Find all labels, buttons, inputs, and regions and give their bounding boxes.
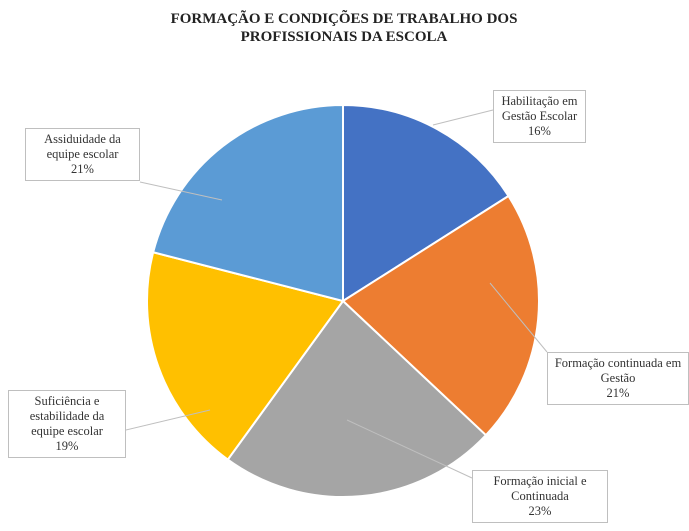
data-label: Formação inicial e Continuada 23% [472,470,608,523]
leader-line [432,109,494,126]
pie-slice [151,103,344,303]
data-label: Habilitação em Gestão Escolar 16% [493,90,586,143]
pie-slice [226,299,488,498]
value-label: 21% [71,162,94,176]
category-label: Suficiência e estabilidade da equipe esc… [29,394,105,438]
value-label: 21% [606,386,630,400]
value-label: 23% [528,504,552,518]
category-label: Formação inicial e Continuada [493,474,587,503]
value-label: 19% [55,439,79,453]
data-label: Assiduidade da equipe escolar 21% [25,128,140,181]
leader-line [346,419,473,479]
pie-slice [341,194,540,437]
chart-title: FORMAÇÃO E CONDIÇÕES DE TRABALHO DOS PRO… [170,11,518,45]
category-label: Formação continuada em Gestão [554,356,682,385]
data-label: Suficiência e estabilidade da equipe esc… [8,390,126,458]
leader-line [125,409,211,431]
category-label: Habilitação em Gestão Escolar [501,94,578,123]
leader-line [139,181,223,201]
pie-slice [342,103,510,303]
pie-slice [146,251,345,461]
category-label: Assiduidade da equipe escolar [44,132,121,161]
value-label: 16% [528,124,551,138]
data-label: Formação continuada em Gestão 21% [547,352,689,405]
leader-line [489,282,548,353]
